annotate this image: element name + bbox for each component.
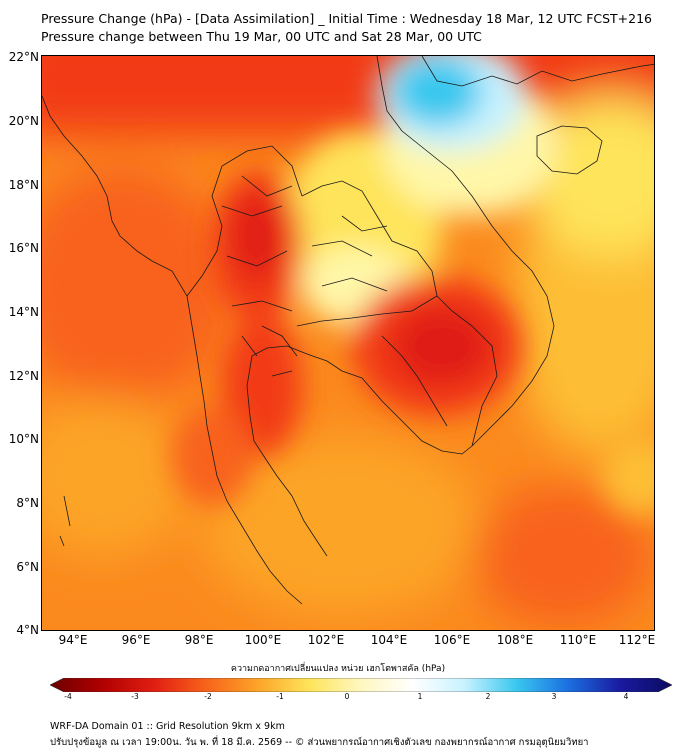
coast-vietnam-east <box>376 56 555 447</box>
lon-label-102e: 102°E <box>307 633 345 647</box>
province-lines-central <box>241 325 298 377</box>
lon-label-96e: 96°E <box>121 633 151 647</box>
colorbar-tick-minus4: -4 <box>64 692 72 701</box>
field-southwest <box>42 396 192 556</box>
field-southeast <box>472 486 652 626</box>
coast-peninsula-east <box>246 355 328 557</box>
map-canvas <box>42 56 654 630</box>
footer-model-info: WRF-DA Domain 01 :: Grid Resolution 9km … <box>50 721 285 732</box>
province-lines-northeast <box>311 215 388 292</box>
lat-label-18n: 18°N <box>8 178 39 192</box>
colorbar-tick-1: 1 <box>417 692 423 701</box>
coast-gulf-thailand <box>251 345 363 379</box>
coast-myanmar-west <box>42 95 201 377</box>
lon-label-104e: 104°E <box>370 633 408 647</box>
chart-title: Pressure Change (hPa) - [Data Assimilati… <box>41 11 653 26</box>
lon-label-94e: 94°E <box>58 633 88 647</box>
field-south-center <box>202 436 482 616</box>
coast-peninsula-west <box>199 375 303 605</box>
footer-update-info: ปรับปรุงข้อมูล ณ เวลา 19:00น. วัน พ. ที่… <box>50 737 589 748</box>
colorbar-tick-2: 2 <box>485 692 491 701</box>
land-outlines <box>42 56 654 605</box>
field-detail <box>172 56 654 516</box>
colorbar-tick-0: 0 <box>344 692 350 701</box>
border-laos-vietnam <box>436 295 498 447</box>
colorbar-tick-minus1: -1 <box>276 692 284 701</box>
coast-cambodia-vietnam <box>361 377 473 455</box>
lat-label-16n: 16°N <box>8 241 39 255</box>
lon-label-110e: 110°E <box>559 633 597 647</box>
river-tonle-sap <box>381 335 448 427</box>
colorbar-tick-minus3: -3 <box>131 692 139 701</box>
lat-label-4n: 4°N <box>16 623 39 637</box>
colorbar-tick-4: 4 <box>623 692 629 701</box>
colorbar-tick-3: 3 <box>551 692 557 701</box>
lat-label-20n: 20°N <box>8 114 39 128</box>
field-sea-yellow-s <box>602 436 654 516</box>
lon-label-106e: 106°E <box>433 633 471 647</box>
chart-subtitle: Pressure change between Thu 19 Mar, 00 U… <box>41 29 482 44</box>
colorbar-caption: ความกดอากาศเปลี่ยนแปลง หน่วย เฮกโตพาสคัล… <box>230 664 446 674</box>
lon-label-100e: 100°E <box>244 633 282 647</box>
field-west-sea <box>42 166 232 406</box>
island-hainan <box>536 125 603 175</box>
province-lines-north <box>221 175 293 312</box>
lon-label-108e: 108°E <box>496 633 534 647</box>
lat-label-14n: 14°N <box>8 305 39 319</box>
field-andaman <box>172 406 252 506</box>
border-myanmar-thai <box>186 145 303 297</box>
border-thai-laos <box>301 180 438 297</box>
field-central-thai <box>222 316 302 456</box>
border-thai-cambodia <box>296 295 438 327</box>
field-north-thai-core <box>232 191 282 281</box>
lat-label-22n: 22°N <box>8 50 39 64</box>
lon-label-98e: 98°E <box>184 633 214 647</box>
colorbar-tick-minus2: -2 <box>204 692 212 701</box>
lat-label-12n: 12°N <box>8 369 39 383</box>
field-cyan-core <box>392 56 482 126</box>
lat-label-8n: 8°N <box>16 496 39 510</box>
colorbar <box>50 678 672 692</box>
lat-label-6n: 6°N <box>16 560 39 574</box>
field-broad <box>42 56 654 626</box>
colorbar-body <box>50 678 672 692</box>
pressure-change-map <box>41 55 655 631</box>
lon-label-112e: 112°E <box>618 633 656 647</box>
field-cambodia-core <box>392 306 492 386</box>
lat-label-10n: 10°N <box>8 432 39 446</box>
coast-china-south <box>421 56 654 87</box>
islands-andaman <box>59 495 71 547</box>
